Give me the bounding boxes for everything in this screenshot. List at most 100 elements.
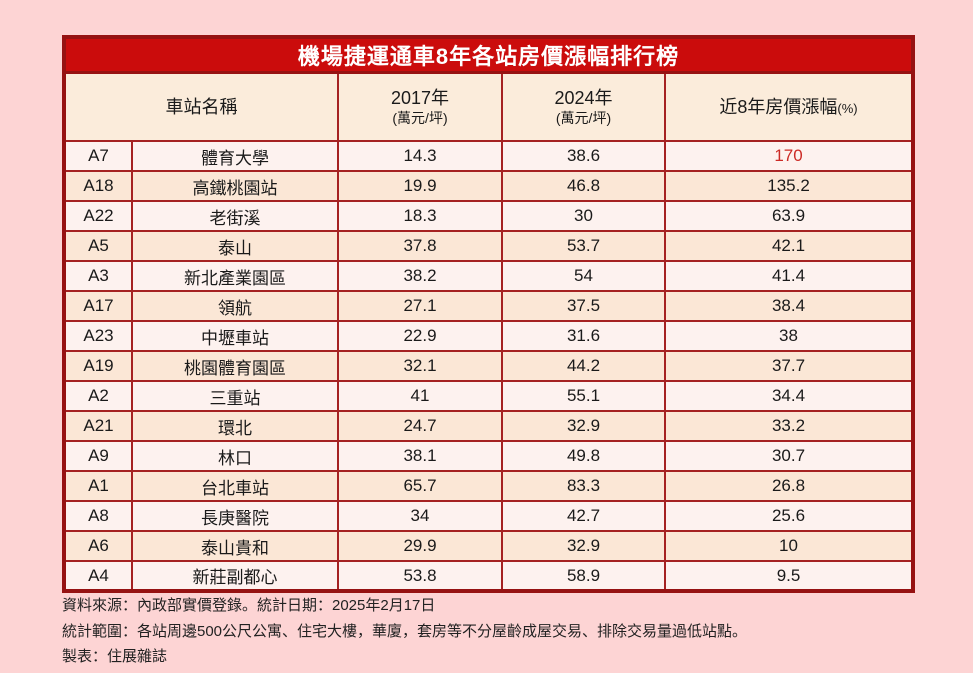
station-name: 高鐵桃園站 bbox=[131, 170, 339, 202]
price-2017: 22.9 bbox=[337, 320, 503, 352]
table-row: A23 中壢車站 22.9 31.6 38 bbox=[63, 320, 915, 352]
col-header-2024-label: 2024年 bbox=[554, 88, 613, 108]
footer-scope-line: 統計範圍：各站周邊500公尺公寓、住宅大樓，華廈，套房等不分屋齡成屋交易、排除交… bbox=[62, 622, 748, 640]
price-change-pct: 42.1 bbox=[663, 230, 915, 262]
col-header-pct-label: 近8年房價漲幅 bbox=[719, 96, 838, 117]
price-2017: 19.9 bbox=[337, 170, 503, 202]
price-2024: 58.9 bbox=[501, 560, 666, 592]
price-2024: 32.9 bbox=[501, 530, 666, 562]
price-change-pct: 25.6 bbox=[663, 500, 915, 532]
table-row: A17 領航 27.1 37.5 38.4 bbox=[63, 290, 915, 322]
station-code: A23 bbox=[63, 320, 133, 352]
col-header-2024-unit: (萬元/坪) bbox=[555, 109, 612, 126]
station-name: 泰山 bbox=[131, 230, 339, 262]
station-code: A6 bbox=[63, 530, 133, 562]
table-row: A4 新莊副都心 53.8 58.9 9.5 bbox=[63, 560, 915, 592]
page-title: 機場捷運通車8年各站房價漲幅排行榜 bbox=[62, 36, 915, 74]
station-name: 三重站 bbox=[131, 380, 339, 412]
station-name: 林口 bbox=[131, 440, 339, 472]
price-change-pct: 34.4 bbox=[663, 380, 915, 412]
station-name: 領航 bbox=[131, 290, 339, 322]
table-row: A18 高鐵桃園站 19.9 46.8 135.2 bbox=[63, 170, 915, 202]
price-change-pct: 26.8 bbox=[663, 470, 915, 502]
table-row: A8 長庚醫院 34 42.7 25.6 bbox=[63, 500, 915, 532]
station-code: A1 bbox=[63, 470, 133, 502]
station-code: A4 bbox=[63, 560, 133, 592]
col-header-pct-unit: (%) bbox=[837, 100, 858, 116]
price-2017: 27.1 bbox=[337, 290, 503, 322]
price-2017: 38.2 bbox=[337, 260, 503, 292]
price-2024: 53.7 bbox=[501, 230, 666, 262]
price-change-pct: 9.5 bbox=[663, 560, 915, 592]
table-row: A2 三重站 41 55.1 34.4 bbox=[63, 380, 915, 412]
price-2024: 49.8 bbox=[501, 440, 666, 472]
price-2024: 38.6 bbox=[501, 140, 666, 172]
station-code: A21 bbox=[63, 410, 133, 442]
price-2017: 38.1 bbox=[337, 440, 503, 472]
price-2024: 55.1 bbox=[501, 380, 666, 412]
table-title-row: 機場捷運通車8年各站房價漲幅排行榜 bbox=[62, 36, 915, 74]
price-2024: 46.8 bbox=[501, 170, 666, 202]
station-name: 環北 bbox=[131, 410, 339, 442]
station-code: A17 bbox=[63, 290, 133, 322]
price-change-pct: 10 bbox=[663, 530, 915, 562]
price-2024: 32.9 bbox=[501, 410, 666, 442]
station-name: 中壢車站 bbox=[131, 320, 339, 352]
ranking-table-container: 機場捷運通車8年各站房價漲幅排行榜 車站名稱 2017年 (萬元/坪) 2024年… bbox=[62, 35, 916, 593]
col-header-2017-unit: (萬元/坪) bbox=[392, 109, 448, 126]
station-code: A8 bbox=[63, 500, 133, 532]
station-name: 長庚醫院 bbox=[131, 500, 339, 532]
footer-source-line: 資料來源：內政部實價登錄。統計日期：2025年2月17日 bbox=[62, 597, 436, 614]
price-change-pct: 63.9 bbox=[663, 200, 915, 232]
station-code: A22 bbox=[63, 200, 133, 232]
table-row: A19 桃園體育園區 32.1 44.2 37.7 bbox=[63, 350, 915, 382]
price-change-pct: 41.4 bbox=[663, 260, 915, 292]
table-row: A3 新北產業園區 38.2 54 41.4 bbox=[63, 260, 915, 292]
station-code: A7 bbox=[63, 140, 133, 172]
price-2017: 32.1 bbox=[337, 350, 503, 382]
station-code: A9 bbox=[63, 440, 133, 472]
price-2024: 37.5 bbox=[501, 290, 666, 322]
price-2017: 24.7 bbox=[337, 410, 503, 442]
price-2017: 14.3 bbox=[337, 140, 503, 172]
price-2017: 29.9 bbox=[337, 530, 503, 562]
table-row: A7 體育大學 14.3 38.6 170 bbox=[63, 140, 915, 172]
station-name: 體育大學 bbox=[131, 140, 339, 172]
price-change-pct: 38.4 bbox=[663, 290, 915, 322]
price-change-pct: 37.7 bbox=[663, 350, 915, 382]
station-code: A2 bbox=[63, 380, 133, 412]
station-name: 新北產業園區 bbox=[131, 260, 339, 292]
price-2017: 34 bbox=[337, 500, 503, 532]
price-2017: 41 bbox=[337, 380, 503, 412]
price-2024: 54 bbox=[501, 260, 666, 292]
price-2017: 37.8 bbox=[337, 230, 503, 262]
price-2017: 18.3 bbox=[337, 200, 503, 232]
table-header-row: 車站名稱 2017年 (萬元/坪) 2024年 (萬元/坪) 近8年房價漲幅(%) bbox=[63, 71, 915, 142]
price-change-pct: 135.2 bbox=[663, 170, 915, 202]
col-header-pct: 近8年房價漲幅(%) bbox=[663, 71, 915, 142]
footer-notes: 資料來源：內政部實價登錄。統計日期：2025年2月17日 統計範圍：各站周邊50… bbox=[62, 593, 942, 670]
station-code: A5 bbox=[63, 230, 133, 262]
price-2017: 65.7 bbox=[337, 470, 503, 502]
price-change-pct: 33.2 bbox=[663, 410, 915, 442]
price-2024: 83.3 bbox=[501, 470, 666, 502]
col-header-2017-label: 2017年 bbox=[390, 88, 450, 108]
col-header-station: 車站名稱 bbox=[63, 71, 339, 142]
col-header-2017: 2017年 (萬元/坪) bbox=[337, 71, 503, 142]
station-code: A18 bbox=[63, 170, 133, 202]
table-row: A1 台北車站 65.7 83.3 26.8 bbox=[63, 470, 915, 502]
footer-credit-line: 製表：住展雜誌 bbox=[62, 648, 168, 665]
station-name: 台北車站 bbox=[131, 470, 339, 502]
price-2024: 31.6 bbox=[501, 320, 666, 352]
table-row: A5 泰山 37.8 53.7 42.1 bbox=[63, 230, 915, 262]
price-change-pct: 30.7 bbox=[663, 440, 915, 472]
price-2024: 42.7 bbox=[501, 500, 666, 532]
price-2024: 44.2 bbox=[501, 350, 666, 382]
col-header-2024: 2024年 (萬元/坪) bbox=[501, 71, 666, 142]
station-name: 泰山貴和 bbox=[131, 530, 339, 562]
table-row: A21 環北 24.7 32.9 33.2 bbox=[63, 410, 915, 442]
price-2017: 53.8 bbox=[337, 560, 503, 592]
price-2024: 30 bbox=[501, 200, 666, 232]
table-row: A6 泰山貴和 29.9 32.9 10 bbox=[63, 530, 915, 562]
